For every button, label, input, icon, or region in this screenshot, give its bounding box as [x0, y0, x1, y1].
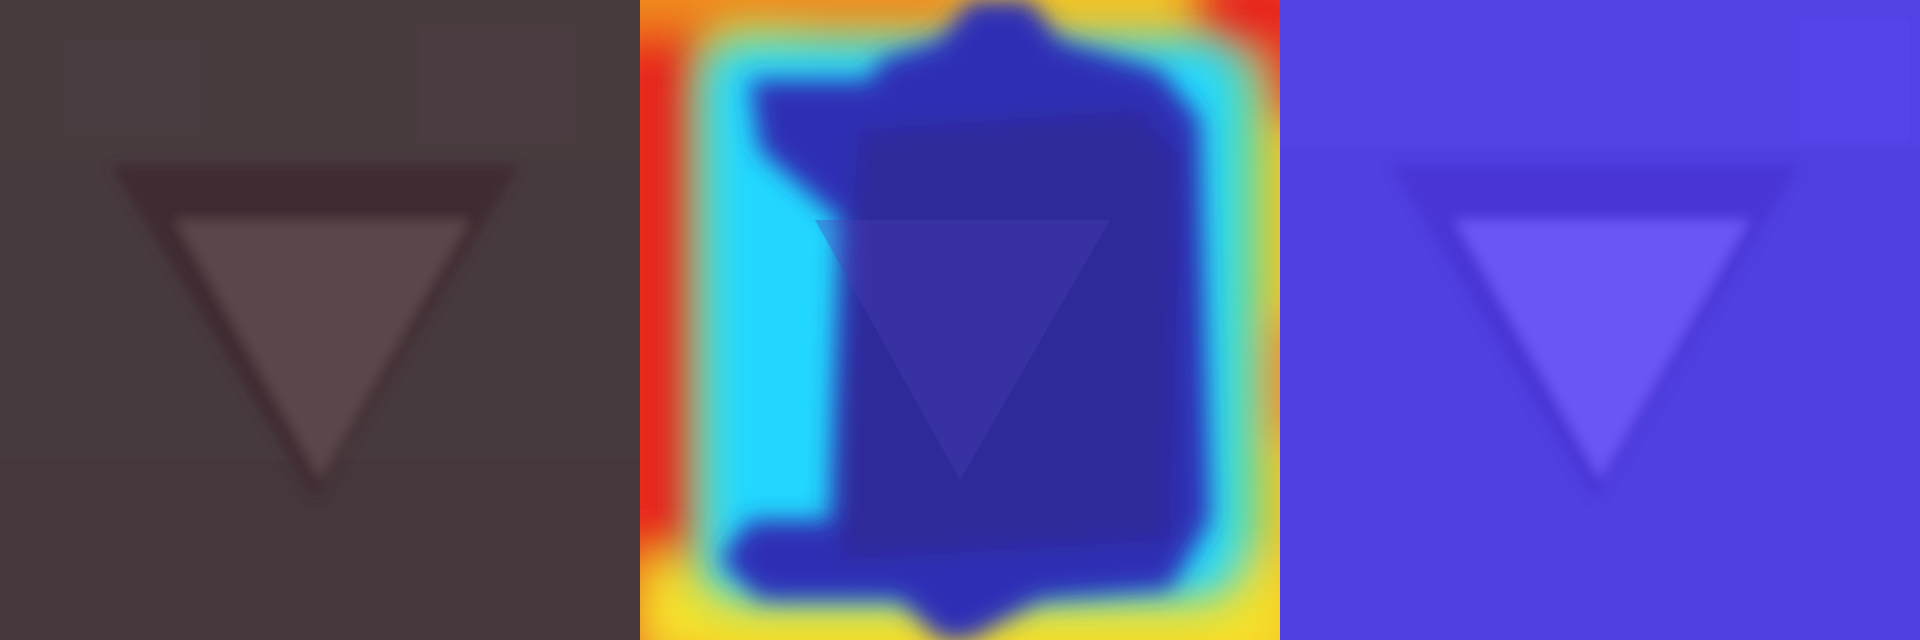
original-image-panel — [0, 0, 640, 640]
yield-sign-icon — [1390, 165, 1800, 500]
tinted-image — [1280, 0, 1920, 640]
heatmap-panel — [640, 0, 1280, 640]
saliency-heatmap — [640, 0, 1280, 640]
original-image — [0, 0, 640, 640]
yield-sign-icon — [815, 220, 1110, 480]
yield-sign-icon — [110, 165, 520, 500]
tinted-overlay-panel — [1280, 0, 1920, 640]
